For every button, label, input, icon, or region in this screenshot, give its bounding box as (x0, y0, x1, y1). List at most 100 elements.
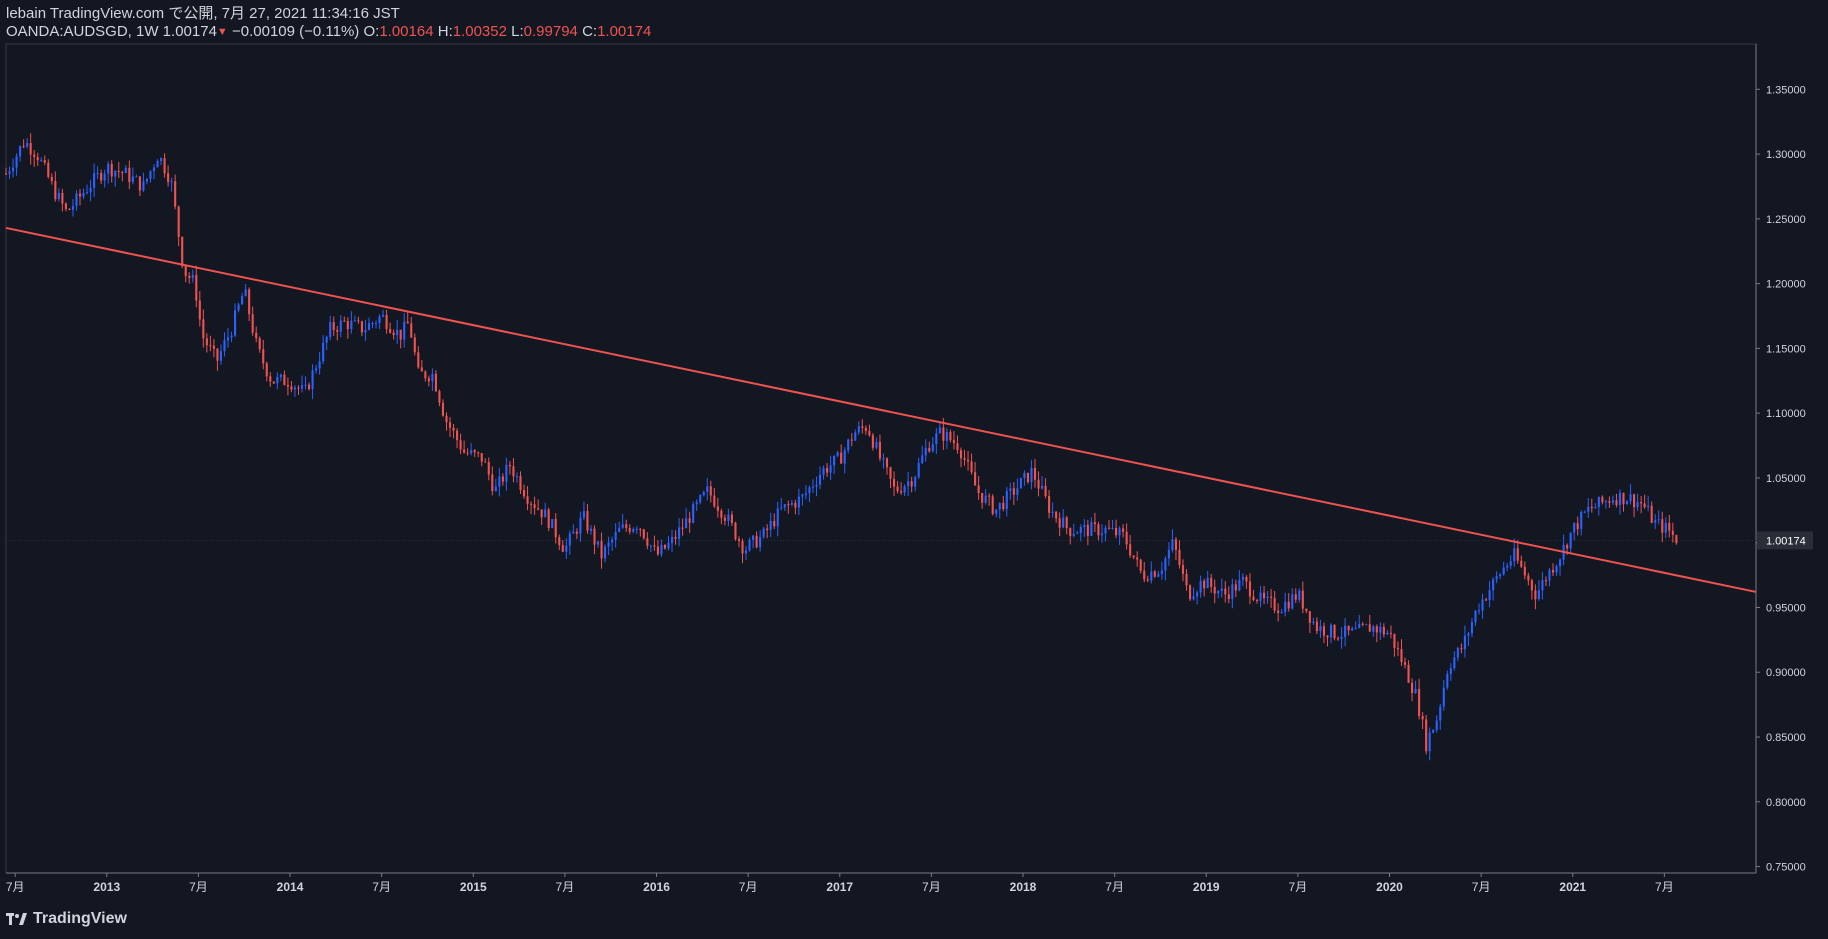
candle-body (1072, 533, 1075, 536)
candle-body (1618, 492, 1622, 506)
candle-body (1308, 611, 1311, 623)
candle-body (71, 206, 75, 210)
candle-body (889, 467, 892, 479)
candle-body (1227, 594, 1230, 600)
candle-body (463, 449, 466, 453)
candle-body (473, 450, 476, 453)
candle-body (903, 486, 906, 493)
candle-body (223, 340, 226, 352)
candle-body (1220, 588, 1223, 592)
candle-body (1354, 628, 1357, 630)
tradingview-brand[interactable]: TradingView (6, 910, 127, 928)
candle-body (1435, 720, 1438, 730)
candle-body (1315, 621, 1318, 632)
candle-body (498, 476, 501, 487)
candle-body (181, 236, 184, 267)
candle-body (1615, 500, 1618, 506)
candle-body (1488, 590, 1491, 601)
candle-body (871, 435, 874, 448)
candle-body (1248, 581, 1252, 597)
candle-body (1051, 511, 1054, 513)
candle-body (1329, 624, 1333, 638)
candle-body (646, 538, 649, 546)
symbol-text[interactable]: OANDA:AUDSGD, 1W 1.00174 (6, 23, 217, 40)
candle-body (1640, 502, 1643, 504)
candle-body (360, 321, 363, 333)
candle-body (1217, 591, 1220, 594)
candle-body (572, 531, 575, 534)
candle-body (374, 322, 378, 324)
candle-body (184, 266, 187, 277)
candle-body (484, 461, 487, 463)
candle-body (339, 320, 342, 332)
candle-body (1481, 599, 1484, 611)
candle-body (1425, 719, 1428, 752)
candle-body (730, 514, 733, 523)
candle-body (237, 304, 240, 311)
candle-body (452, 427, 455, 431)
candle-body (900, 491, 903, 493)
candle-body (216, 348, 219, 361)
candle-body (304, 384, 307, 386)
candle-body (1305, 608, 1308, 612)
candle-body (692, 504, 695, 523)
candle-body (1594, 507, 1597, 509)
candle-body (783, 504, 786, 508)
candle-body (508, 464, 511, 467)
candle-body (1446, 674, 1449, 688)
candle-body (840, 452, 843, 464)
x-tick-label: 2017 (826, 880, 853, 894)
candle-body (336, 330, 339, 332)
candle-body (716, 506, 719, 511)
candle-body (1675, 534, 1678, 544)
candle-body (935, 433, 938, 445)
candle-body (1301, 590, 1304, 609)
candle-body (1234, 584, 1237, 591)
candle-body (68, 209, 71, 211)
candle-body (163, 158, 166, 174)
candle-body (167, 173, 170, 182)
candle-body (1009, 488, 1012, 491)
candle-body (674, 537, 677, 539)
candle-body (981, 493, 984, 503)
candle-body (1026, 472, 1030, 483)
candle-body (177, 206, 180, 237)
candle-body (420, 367, 423, 372)
candle-body (417, 352, 420, 368)
candle-body (230, 335, 233, 338)
candle-body (582, 511, 585, 518)
candle-body (861, 426, 864, 428)
candle-body (325, 336, 328, 343)
candle-body (963, 458, 966, 460)
candle-body (1622, 492, 1625, 505)
candle-body (1551, 569, 1555, 573)
candle-body (441, 402, 445, 416)
candle-body (670, 537, 674, 543)
candle-body (1245, 576, 1248, 582)
candle-body (977, 485, 980, 494)
close-value: 1.00174 (597, 23, 652, 40)
candle-body (135, 176, 138, 178)
candle-body (974, 472, 977, 486)
candle-body (1467, 633, 1470, 636)
candle-body (33, 154, 36, 158)
candle-body (653, 545, 656, 547)
candle-body (248, 289, 251, 315)
x-tick-label: 7月 (922, 880, 941, 894)
candle-body (826, 468, 829, 473)
candle-body (614, 531, 617, 540)
candle-body (530, 503, 533, 505)
candle-body (350, 320, 353, 330)
candle-body (1523, 566, 1526, 576)
candle-body (857, 426, 860, 433)
candle-body (593, 528, 596, 545)
candle-body (22, 146, 25, 148)
candle-body (991, 496, 994, 514)
candle-body (1033, 468, 1037, 480)
candle-body (551, 519, 554, 529)
candle-body (1351, 628, 1354, 631)
candle-body (1178, 549, 1181, 566)
candle-body (174, 181, 177, 207)
x-tick-label: 2014 (277, 880, 304, 894)
